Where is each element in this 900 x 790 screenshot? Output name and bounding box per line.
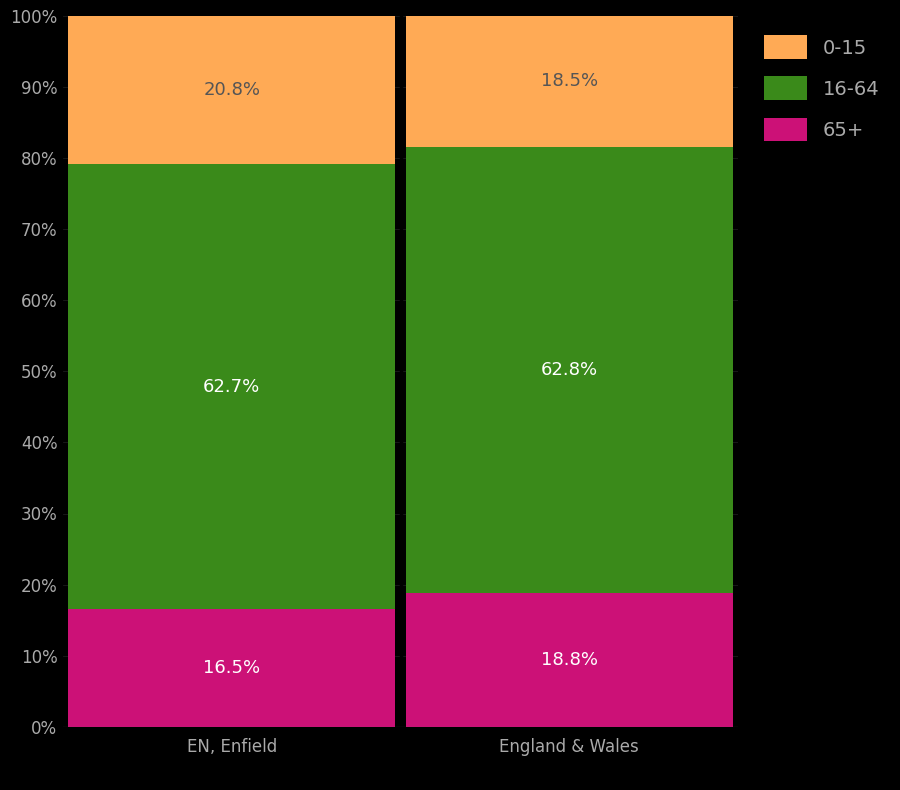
Bar (406, 15, 733, 147)
Text: 62.7%: 62.7% (203, 378, 260, 396)
Legend: 0-15, 16-64, 65+: 0-15, 16-64, 65+ (754, 25, 889, 151)
Text: 16.5%: 16.5% (203, 659, 260, 677)
Text: 18.8%: 18.8% (541, 651, 598, 669)
Bar (68, 16, 395, 164)
Text: 18.5%: 18.5% (541, 72, 598, 90)
Bar (406, 593, 733, 727)
Text: 20.8%: 20.8% (203, 81, 260, 99)
Text: 62.8%: 62.8% (541, 361, 598, 379)
Bar (68, 164, 395, 610)
Bar (406, 147, 733, 593)
Bar (68, 610, 395, 727)
